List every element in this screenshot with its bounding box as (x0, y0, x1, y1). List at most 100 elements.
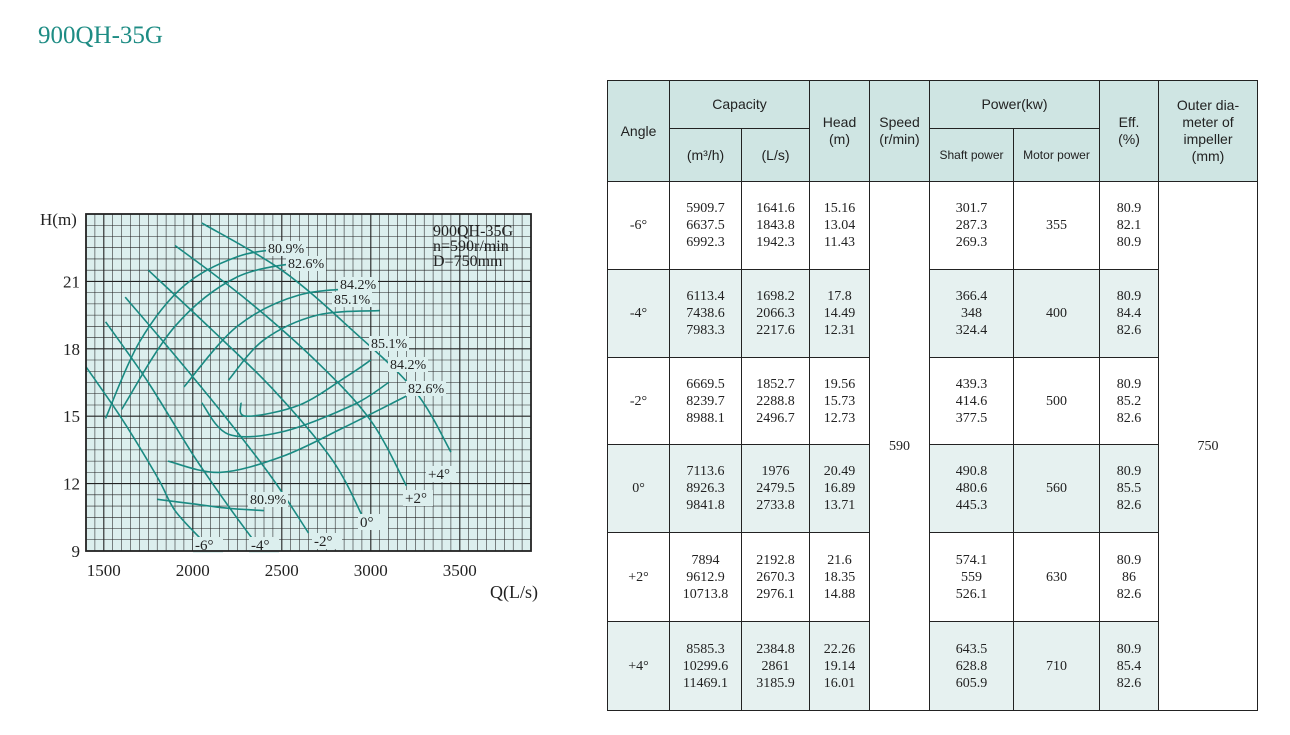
plot-frame (85, 213, 532, 552)
capacity-ls-cell-value: 1641.6 (756, 201, 795, 216)
header-head: Head (m) (809, 80, 870, 182)
head-cell-value: 15.73 (823, 393, 856, 409)
header-speed: Speed (r/min) (869, 80, 930, 182)
capacity-ls-cell-value: 2733.8 (756, 498, 795, 513)
angle-cell: -4° (607, 269, 670, 358)
performance-curve-chart: 80.9%82.6%84.2%85.1%85.1%84.2%82.6%80.9%… (40, 210, 538, 603)
page-title: 900QH-35G (38, 22, 163, 49)
header-power: Power(kw) (929, 80, 1100, 129)
eff-cell-value: 82.1 (1116, 218, 1142, 233)
efficiency-label: 84.2% (340, 278, 377, 293)
table-row: +2° 7894 9612.9 10713.8 2192.8 2670.3 2976.1 21… (607, 532, 1258, 622)
efficiency-curve-10 (183, 287, 371, 388)
head-cell-value: 22.26 (823, 641, 856, 657)
speed-cell: 590 (869, 181, 930, 711)
shaft-power-cell-value: 526.1 (955, 586, 988, 602)
capacity-m3h-cell-value: 6113.4 (686, 289, 725, 304)
shaft-power-cell-value: 324.4 (955, 323, 988, 338)
header-eff: Eff. (%) (1099, 80, 1159, 182)
shaft-power-cell-value: 414.6 (955, 393, 988, 409)
capacity-m3h-cell-value: 11469.1 (683, 675, 728, 691)
capacity-ls-cell-value: 1976 (761, 464, 790, 479)
capacity-ls-cell: 1641.6 1843.8 1942.3 (741, 181, 810, 270)
eff-cell-value: 82.6 (1116, 323, 1142, 338)
capacity-ls-cell-value: 2861 (761, 658, 790, 674)
efficiency-label-bg (266, 241, 306, 256)
capacity-ls-cell: 1852.7 2288.8 2496.7 (741, 357, 810, 445)
head-cell: 19.56 15.73 12.73 (809, 357, 870, 445)
eff-cell-value: 82.6 (1116, 675, 1142, 691)
eff-cell-value: 85.5 (1116, 481, 1142, 496)
efficiency-label-bg (248, 492, 288, 507)
angle-label-bg (358, 514, 388, 530)
capacity-m3h-cell: 5909.7 6637.5 6992.3 (669, 181, 742, 270)
shaft-power-cell: 574.1 559 526.1 (929, 532, 1014, 622)
eff-cell-value: 84.4 (1116, 306, 1142, 321)
capacity-m3h-cell-value: 7113.6 (686, 464, 725, 479)
efficiency-label: 85.1% (334, 293, 371, 308)
header-outer-line: (mm) (1191, 148, 1225, 164)
efficiency-label-bg (332, 292, 372, 307)
head-cell-value: 18.35 (823, 569, 856, 585)
head-cell-value: 21.6 (827, 552, 852, 568)
eff-cell-value: 80.9 (1116, 464, 1142, 479)
head-cell: 17.8 14.49 12.31 (809, 269, 870, 358)
table-row: -2° 6669.5 8239.7 8988.1 1852.7 2288.8 2496.7 1… (607, 357, 1258, 445)
capacity-ls-cell: 1976 2479.5 2733.8 (741, 444, 810, 533)
eff-cell-value: 80.9 (1116, 289, 1142, 304)
efficiency-label: 84.2% (390, 358, 427, 373)
capacity-ls-cell-value: 2217.6 (756, 323, 795, 338)
capacity-m3h-cell-value: 6992.3 (686, 235, 725, 250)
efficiency-label: 80.9% (268, 242, 305, 257)
capacity-m3h-cell-value: 8239.7 (686, 393, 725, 409)
head-cell-value: 15.16 (823, 201, 856, 216)
shaft-power-cell-value: 559 (961, 569, 982, 585)
head-curve-3 (147, 269, 363, 516)
shaft-power-cell-value: 301.7 (955, 201, 988, 216)
capacity-m3h-cell-value: 7894 (691, 552, 720, 568)
shaft-power-cell-value: 574.1 (955, 552, 988, 568)
head-cell-value: 20.49 (823, 464, 856, 479)
head-cell-value: 19.14 (823, 658, 856, 674)
efficiency-curve-8 (120, 260, 309, 410)
y-tick-label: 21 (63, 272, 80, 291)
capacity-m3h-cell-value: 9841.8 (686, 498, 725, 513)
capacity-ls-cell-value: 2288.8 (756, 393, 795, 409)
motor-power-cell: 630 (1013, 532, 1100, 622)
capacity-m3h-cell: 7113.6 8926.3 9841.8 (669, 444, 742, 533)
head-cell: 21.6 18.35 14.88 (809, 532, 870, 622)
head-cell: 20.49 16.89 13.71 (809, 444, 870, 533)
table-row: +4° 8585.3 10299.6 11469.1 2384.8 2861 3185.9 2… (607, 621, 1258, 711)
eff-cell-value: 80.9 (1116, 235, 1142, 250)
shaft-power-cell: 643.5 628.8 605.9 (929, 621, 1014, 711)
shaft-power-cell-value: 377.5 (955, 410, 988, 426)
capacity-ls-cell: 2384.8 2861 3185.9 (741, 621, 810, 711)
capacity-m3h-cell-value: 8988.1 (686, 410, 725, 426)
header-motor-power: Motor power (1013, 128, 1100, 182)
capacity-ls-cell-value: 2670.3 (756, 569, 795, 585)
header-head-line: (m) (829, 131, 850, 147)
capacity-m3h-cell: 8585.3 10299.6 11469.1 (669, 621, 742, 711)
y-tick-label: 12 (63, 475, 80, 494)
efficiency-curve-9 (167, 395, 407, 474)
eff-cell-value: 82.6 (1116, 410, 1142, 426)
capacity-m3h-cell-value: 7438.6 (686, 306, 725, 321)
header-eff-line: (%) (1118, 131, 1140, 147)
efficiency-label-bg (369, 336, 409, 351)
x-tick-label: 1500 (87, 561, 121, 580)
eff-cell: 80.9 85.5 82.6 (1099, 444, 1159, 533)
x-tick-label: 2500 (265, 561, 299, 580)
x-tick-label: 3500 (443, 561, 477, 580)
capacity-ls-cell-value: 1698.2 (756, 289, 795, 304)
outer-diameter-cell: 750 (1158, 181, 1258, 711)
shaft-power-cell-value: 366.4 (955, 289, 988, 304)
y-tick-label: 18 (63, 340, 80, 359)
shaft-power-cell-value: 490.8 (955, 464, 988, 479)
efficiency-curve-13 (239, 359, 372, 418)
shaft-power-cell: 301.7 287.3 269.3 (929, 181, 1014, 270)
eff-cell-value: 82.6 (1116, 586, 1142, 602)
eff-cell-value: 80.9 (1116, 641, 1142, 657)
efficiency-label-bg (406, 381, 446, 396)
shaft-power-cell: 439.3 414.6 377.5 (929, 357, 1014, 445)
capacity-m3h-cell-value: 10299.6 (682, 658, 729, 674)
